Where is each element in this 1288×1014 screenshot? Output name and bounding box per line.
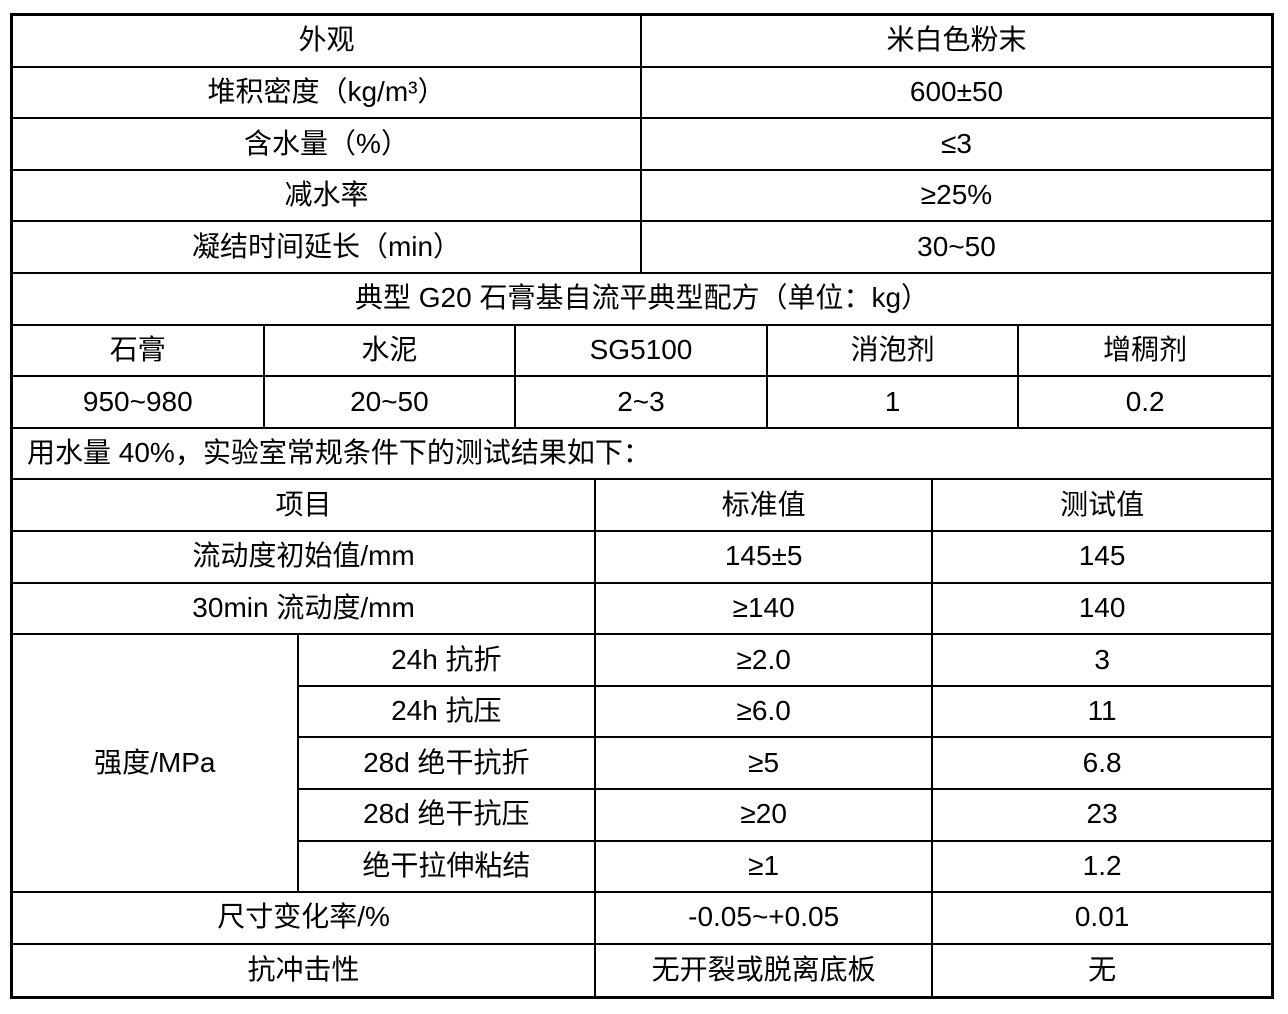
result-standard: 145±5: [596, 531, 934, 582]
result-row: 抗冲击性 无开裂或脱离底板 无: [13, 944, 1271, 997]
formula-value-cell: 950~980: [13, 377, 265, 427]
property-label: 减水率: [13, 170, 642, 221]
strength-standard: ≥1: [596, 841, 934, 894]
property-label: 堆积密度（kg/m³）: [13, 67, 642, 118]
strength-item: 24h 抗压: [298, 686, 597, 739]
result-test: 无: [1088, 954, 1117, 986]
formula-value-row: 950~980 20~50 2~3 1 0.2: [13, 377, 1271, 429]
property-label: 外观: [13, 16, 642, 66]
result-test: 0.01: [1074, 901, 1130, 933]
result-item: 30min 流动度/mm: [13, 583, 597, 634]
formula-value-cell: 0.2: [1125, 385, 1165, 417]
strength-standard: ≥6.0: [596, 686, 934, 739]
results-header-row: 项目 标准值 测试值: [13, 480, 1271, 532]
strength-test: 1.2: [933, 842, 1271, 894]
property-value: ≥25%: [920, 179, 993, 211]
strength-test: 3: [933, 635, 1271, 687]
property-row: 外观 米白色粉末: [13, 16, 1271, 68]
strength-standard: ≥20: [596, 789, 934, 842]
result-row: 流动度初始值/mm 145±5 145: [13, 531, 1271, 584]
property-row: 凝结时间延长（min） 30~50: [13, 222, 1271, 274]
formula-value-cell: 1: [768, 377, 1020, 427]
property-value: 30~50: [917, 230, 996, 262]
strength-test: 6.8: [933, 738, 1271, 790]
strength-test: 11: [933, 687, 1271, 739]
strength-group: 强度/MPa 24h 抗折 ≥2.0 3 24h 抗压 ≥6.0 11 28d …: [13, 635, 1271, 894]
property-row: 减水率 ≥25%: [13, 170, 1271, 223]
results-header-standard: 标准值: [596, 480, 934, 530]
strength-item: 28d 绝干抗折: [298, 738, 597, 790]
formula-header-cell: SG5100: [516, 325, 768, 376]
strength-standard: ≥2.0: [596, 635, 934, 687]
strength-item: 绝干拉伸粘结: [298, 841, 597, 894]
strength-test: 23: [933, 790, 1271, 842]
result-test: 140: [1078, 591, 1126, 623]
result-row: 尺寸变化率/% -0.05~+0.05 0.01: [13, 893, 1271, 945]
result-standard: -0.05~+0.05: [596, 893, 934, 943]
formula-header-cell: 石膏: [13, 325, 265, 376]
formula-value-cell: 20~50: [265, 377, 517, 427]
result-standard: 无开裂或脱离底板: [596, 944, 934, 997]
formula-header-cell: 增稠剂: [1103, 333, 1188, 365]
result-row: 30min 流动度/mm ≥140 140: [13, 583, 1271, 636]
result-item: 尺寸变化率/%: [13, 893, 597, 943]
spec-table: 外观 米白色粉末 堆积密度（kg/m³） 600±50 含水量（%） ≤3 减水…: [10, 13, 1274, 1000]
formula-value-cell: 2~3: [516, 377, 768, 427]
results-header-item: 项目: [13, 480, 597, 530]
strength-item: 28d 绝干抗压: [298, 789, 597, 842]
result-item: 抗冲击性: [13, 944, 597, 997]
property-row: 堆积密度（kg/m³） 600±50: [13, 67, 1271, 120]
formula-header-cell: 水泥: [265, 325, 517, 376]
property-row: 含水量（%） ≤3: [13, 119, 1271, 171]
property-label: 凝结时间延长（min）: [13, 222, 642, 272]
property-label: 含水量（%）: [13, 119, 642, 169]
formula-title-row: 典型 G20 石膏基自流平典型配方（单位：kg）: [13, 274, 1271, 326]
strength-item: 24h 抗折: [298, 635, 597, 687]
property-value: ≤3: [941, 127, 972, 159]
property-value: 米白色粉末: [886, 24, 1027, 56]
results-header-test: 测试值: [1060, 488, 1145, 520]
water-note: 用水量 40%，实验室常规条件下的测试结果如下：: [27, 437, 651, 469]
formula-header-row: 石膏 水泥 SG5100 消泡剂 增稠剂: [13, 325, 1271, 378]
result-standard: ≥140: [596, 583, 934, 634]
water-note-row: 用水量 40%，实验室常规条件下的测试结果如下：: [13, 429, 1271, 481]
formula-header-cell: 消泡剂: [768, 325, 1020, 376]
result-item: 流动度初始值/mm: [13, 531, 597, 582]
strength-standard: ≥5: [596, 738, 934, 790]
strength-group-label: 强度/MPa: [13, 635, 299, 894]
result-test: 145: [1078, 540, 1126, 572]
formula-title: 典型 G20 石膏基自流平典型配方（单位：kg）: [354, 282, 930, 314]
property-value: 600±50: [909, 75, 1004, 107]
